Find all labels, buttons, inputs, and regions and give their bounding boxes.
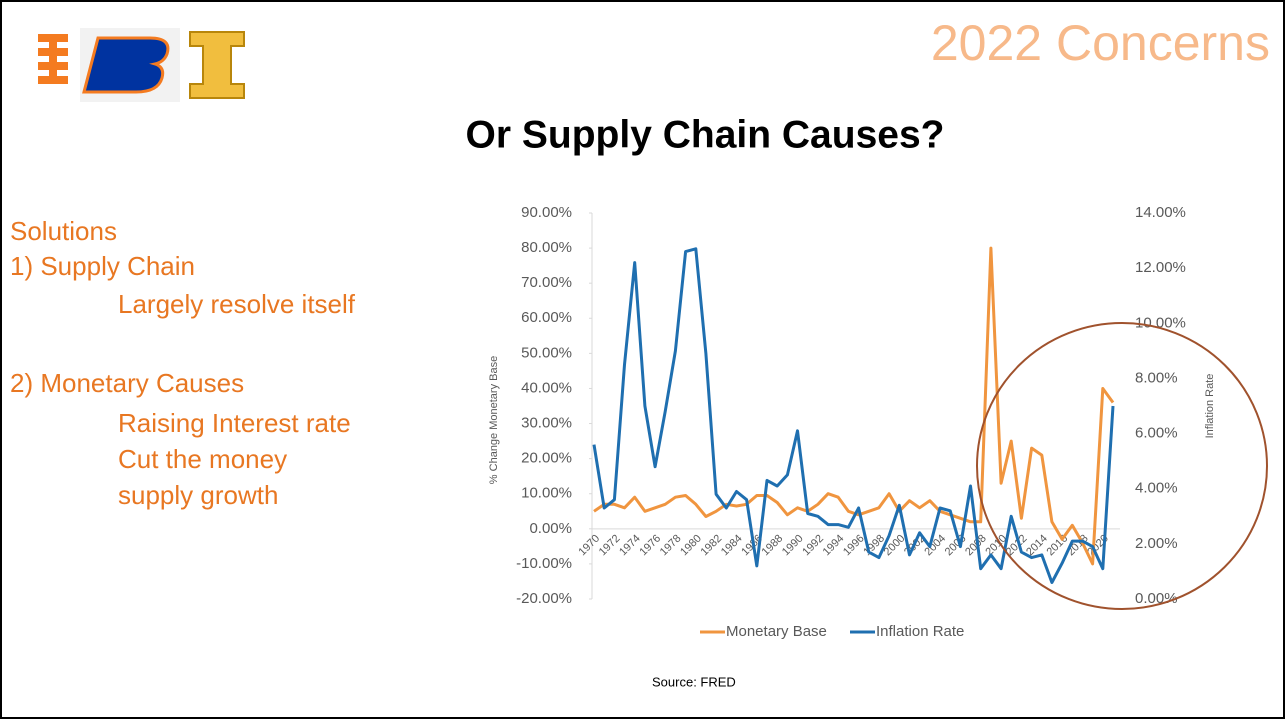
bullet: Cut the money [118,444,287,474]
isu-logo [38,34,68,84]
y-tick-label: 20.00% [521,450,572,467]
y-tick-label: 80.00% [521,239,572,256]
bullet: Solutions [10,216,117,246]
y-tick-label: 30.00% [521,415,572,432]
legend-label: Inflation Rate [876,623,964,640]
y-tick-label: -20.00% [516,590,572,607]
series-line [592,247,1115,584]
slide-title: Or Supply Chain Causes? [466,113,945,156]
source-note: Source: FRED [652,674,736,689]
bullet: 2) Monetary Causes [10,368,244,398]
y-tick-label: 40.00% [521,379,572,396]
ui-logo [189,31,245,99]
slide-heading: 2022 Concerns [931,15,1270,71]
y2-tick-label: 2.00% [1135,535,1178,552]
y2-tick-label: 6.00% [1135,425,1178,442]
bullet: supply growth [118,480,278,510]
y-tick-label: 60.00% [521,309,572,326]
highlight-circle [976,322,1268,610]
y-tick-label: 50.00% [521,344,572,361]
y-tick-label: 70.00% [521,274,572,291]
y2-axis-label: Inflation Rate [1204,374,1216,439]
y-tick-label: 10.00% [521,485,572,502]
bullet: Largely resolve itself [118,289,356,319]
series-line [593,246,1115,566]
bullet: 1) Supply Chain [10,251,195,281]
bullet: Raising Interest rate [118,408,351,438]
y-tick-label: 90.00% [521,204,572,221]
y2-tick-label: 14.00% [1135,204,1186,221]
y2-tick-label: 12.00% [1135,259,1186,276]
y-tick-label: 0.00% [529,520,572,537]
y-axis-label: % Change Monetary Base [488,356,500,484]
y2-tick-label: 8.00% [1135,369,1178,386]
y2-tick-label: 10.00% [1135,314,1186,331]
legend-label: Monetary Base [726,623,827,640]
y2-tick-label: 4.00% [1135,480,1178,497]
bsu-logo [82,36,170,94]
y-tick-label: -10.00% [516,555,572,572]
logos [38,28,245,102]
